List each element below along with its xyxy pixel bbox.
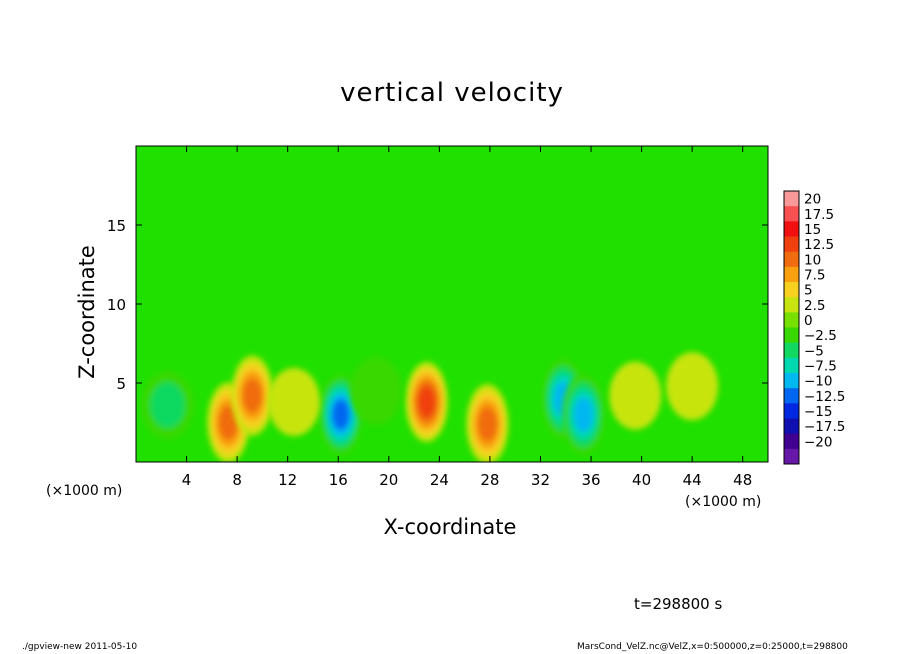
x-tick-label: 40 [632, 471, 651, 489]
colorbar-segment [784, 282, 799, 298]
heatmap-feature [609, 361, 662, 430]
colorbar-segment [784, 221, 799, 237]
heatmap-plot-area [136, 146, 768, 462]
colorbar-label: −2.5 [804, 328, 837, 344]
colorbar-segment [784, 206, 799, 222]
chart-title: vertical velocity [340, 78, 564, 108]
heatmap-feature-level [350, 356, 403, 425]
heatmap-feature [666, 352, 719, 421]
colorbar-segment [784, 433, 799, 450]
colorbar-label: 2.5 [804, 298, 825, 314]
x-tick-label: 4 [182, 471, 192, 489]
x-tick-label: 12 [278, 471, 297, 489]
colorbar-segment [784, 418, 799, 435]
heatmap-feature-level [150, 382, 185, 428]
colorbar-segment [784, 403, 799, 419]
colorbar-label: −5 [804, 343, 824, 359]
footer-right: MarsCond_VelZ.nc@VelZ,x=0:500000,z=0:250… [577, 642, 848, 652]
colorbar-label: 10 [804, 252, 821, 268]
x-tick-label: 36 [581, 471, 600, 489]
heatmap-feature [231, 355, 274, 436]
x-tick-label: 8 [232, 471, 242, 489]
colorbar-label: −17.5 [804, 419, 845, 435]
colorbar-label: −10 [804, 374, 833, 390]
colorbar-label: −15 [804, 404, 833, 420]
colorbar-segment [784, 373, 799, 389]
heatmap-feature-level [666, 352, 719, 421]
x-units-label-right: (×1000 m) [685, 494, 762, 510]
colorbar-segment [784, 448, 799, 465]
colorbar-segment [784, 357, 799, 374]
heatmap-feature [562, 374, 605, 455]
heatmap-features [141, 352, 719, 462]
heatmap-feature [405, 361, 448, 442]
colorbar-label: 17.5 [804, 207, 834, 223]
colorbar-label: −20 [804, 434, 833, 450]
x-tick-label: 44 [683, 471, 702, 489]
colorbar-label: 15 [804, 222, 821, 238]
heatmap-feature-level [418, 386, 436, 418]
y-tick-label: 5 [116, 375, 126, 393]
colorbar-frame [783, 190, 800, 465]
heatmap-feature-level [332, 399, 350, 430]
heatmap-feature-level [609, 361, 662, 430]
y-axis-ticks: 5 10 15 [107, 217, 768, 393]
colorbar: 2017.51512.5107.552.50−2.5−5−7.5−10−12.5… [783, 190, 845, 465]
x-tick-label: 24 [430, 471, 449, 489]
heatmap-feature [466, 384, 509, 462]
colorbar-segment [784, 266, 799, 283]
x-axis-label: X-coordinate [383, 515, 517, 539]
heatmap-feature [141, 371, 194, 440]
colorbar-segment [784, 327, 799, 344]
colorbar-label: 7.5 [804, 267, 825, 283]
x-tick-label: 28 [480, 471, 499, 489]
x-axis-ticks: 4 8 12 16 20 24 28 32 36 40 44 48 [182, 146, 752, 489]
colorbar-segment [784, 191, 799, 207]
colorbar-segment [784, 312, 799, 328]
heatmap-feature-level [242, 378, 262, 413]
colorbar-label: −7.5 [804, 358, 837, 374]
colorbar-label: −12.5 [804, 389, 845, 405]
footer-left: ./gpview-new 2011-05-10 [22, 642, 138, 652]
heatmap-feature-level [573, 397, 594, 432]
colorbar-segment [784, 388, 799, 404]
x-tick-label: 48 [733, 471, 752, 489]
colorbar-label: 0 [804, 313, 813, 329]
x-tick-label: 32 [531, 471, 550, 489]
y-tick-label: 15 [107, 217, 126, 235]
heatmap-feature-level [268, 367, 320, 436]
heatmap-feature-level [218, 405, 238, 440]
colorbar-label: 12.5 [804, 237, 834, 253]
colorbar-segment [784, 236, 799, 253]
heatmap-feature [268, 367, 320, 436]
colorbar-label: 20 [804, 192, 821, 208]
y-tick-label: 10 [107, 296, 126, 314]
heatmap-feature [350, 356, 403, 425]
x-units-label-left: (×1000 m) [46, 483, 123, 499]
colorbar-segment [784, 251, 799, 268]
colorbar-segment [784, 342, 799, 359]
y-axis-label: Z-coordinate [75, 245, 99, 379]
timestamp-label: t=298800 s [634, 595, 723, 613]
heatmap-feature [319, 374, 362, 455]
colorbar-segment [784, 297, 799, 313]
colorbar-label: 5 [804, 283, 813, 299]
x-tick-label: 20 [379, 471, 398, 489]
heatmap-feature-level [477, 406, 498, 442]
x-tick-label: 16 [329, 471, 348, 489]
